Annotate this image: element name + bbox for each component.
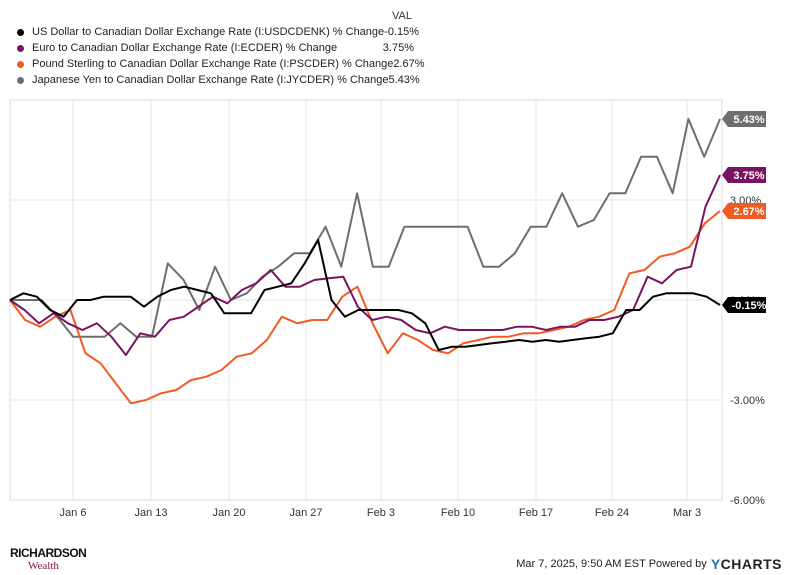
svg-text:-0.15%: -0.15% <box>732 300 767 312</box>
x-tick-label: Feb 17 <box>519 507 553 519</box>
footer-timestamp: Mar 7, 2025, 9:50 AM EST Powered by <box>516 558 707 570</box>
legend-value-eur: 3.75% <box>382 42 414 54</box>
end-value-tag: 5.43% <box>722 111 766 127</box>
ycharts-logo[interactable]: YCHARTS <box>710 556 782 572</box>
legend-value-jpy: 5.43% <box>388 74 420 86</box>
legend-swatch-usd <box>17 28 24 36</box>
x-tick-label: Jan 27 <box>289 507 322 519</box>
legend-item-usd[interactable]: US Dollar to Canadian Dollar Exchange Ra… <box>14 24 419 40</box>
legend-value-header: VAL <box>392 10 412 22</box>
legend-item-gbp[interactable]: Pound Sterling to Canadian Dollar Exchan… <box>14 56 425 72</box>
legend-value-gbp: 2.67% <box>393 58 425 70</box>
legend-value-usd: -0.15% <box>384 26 420 38</box>
y-tick-label: -6.00% <box>730 495 765 507</box>
y-tick-label: -3.00% <box>730 395 765 407</box>
legend-label-eur: Euro to Canadian Dollar Exchange Rate (I… <box>32 42 338 54</box>
x-tick-label: Jan 20 <box>212 507 245 519</box>
end-value-tag: 2.67% <box>722 203 766 219</box>
legend-swatch-eur <box>17 44 24 52</box>
x-tick-label: Jan 6 <box>60 507 87 519</box>
legend-item-eur[interactable]: Euro to Canadian Dollar Exchange Rate (I… <box>14 40 414 56</box>
x-tick-label: Jan 13 <box>134 507 167 519</box>
richardson-wealth-logo: RICHARDSON Wealth <box>10 545 87 572</box>
x-tick-label: Mar 3 <box>673 507 701 519</box>
legend-label-usd: US Dollar to Canadian Dollar Exchange Ra… <box>32 26 385 38</box>
svg-text:3.75%: 3.75% <box>733 170 764 182</box>
legend-label-gbp: Pound Sterling to Canadian Dollar Exchan… <box>32 58 394 70</box>
legend-swatch-gbp <box>17 60 24 68</box>
series-line-1 <box>9 174 721 356</box>
x-tick-label: Feb 3 <box>367 507 395 519</box>
svg-text:2.67%: 2.67% <box>733 206 764 218</box>
footer-attribution: Mar 7, 2025, 9:50 AM EST Powered by YCHA… <box>516 556 782 572</box>
svg-text:5.43%: 5.43% <box>733 114 764 126</box>
legend-label-jpy: Japanese Yen to Canadian Dollar Exchange… <box>32 74 389 86</box>
logo-line1: RICHARDSON <box>10 546 87 560</box>
chart-legend: VAL US Dollar to Canadian Dollar Exchang… <box>14 10 425 88</box>
series-line-3 <box>10 118 721 338</box>
series-line-0 <box>9 239 721 351</box>
legend-swatch-jpy <box>17 76 24 84</box>
legend-item-jpy[interactable]: Japanese Yen to Canadian Dollar Exchange… <box>14 72 420 88</box>
logo-line2: Wealth <box>28 560 59 572</box>
end-value-tag: -0.15% <box>722 297 767 313</box>
end-value-tag: 3.75% <box>722 167 766 183</box>
x-tick-label: Feb 24 <box>595 507 629 519</box>
series-line-2 <box>9 210 721 405</box>
x-tick-label: Feb 10 <box>441 507 475 519</box>
